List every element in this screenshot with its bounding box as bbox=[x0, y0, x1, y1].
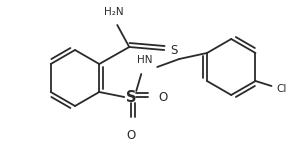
Text: Cl: Cl bbox=[277, 84, 287, 94]
Text: S: S bbox=[126, 89, 137, 104]
Text: H₂N: H₂N bbox=[104, 7, 124, 17]
Text: O: O bbox=[126, 129, 136, 142]
Text: O: O bbox=[158, 91, 168, 104]
Text: S: S bbox=[170, 44, 178, 56]
Text: HN: HN bbox=[138, 55, 153, 65]
